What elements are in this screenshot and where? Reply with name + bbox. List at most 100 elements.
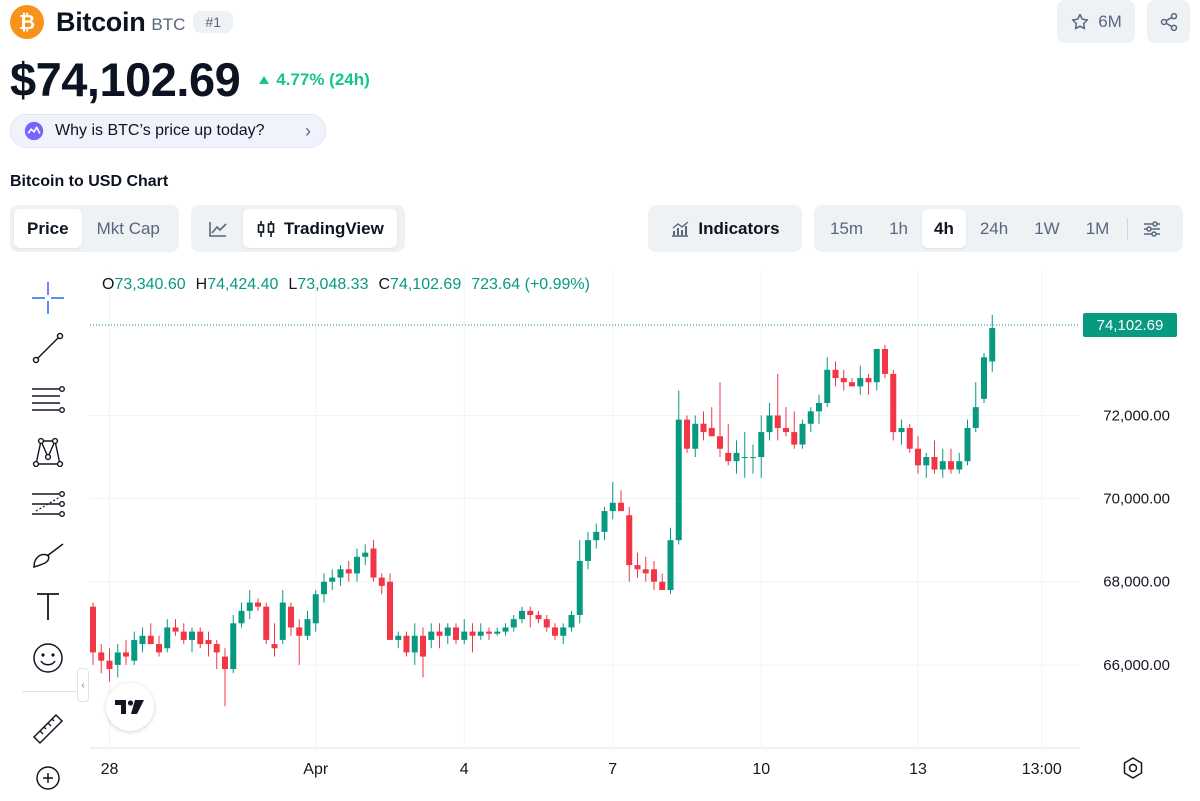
candle-body <box>395 635 402 640</box>
candle <box>288 602 294 636</box>
candle-body <box>131 639 138 661</box>
candle <box>436 623 443 649</box>
candle-body <box>444 627 451 636</box>
candle <box>824 357 831 408</box>
why-price-up-label: Why is BTC’s price up today? <box>55 122 265 139</box>
candle-body <box>972 407 979 428</box>
range-1m[interactable]: 1M <box>1085 218 1110 238</box>
candle-body <box>890 373 897 433</box>
candle <box>189 627 195 653</box>
range-1h[interactable]: 1h <box>889 218 908 238</box>
toolbar-separator <box>22 691 86 692</box>
candle <box>461 619 468 645</box>
candle-body <box>964 427 971 462</box>
candle-body <box>296 627 303 636</box>
chart-settings-button[interactable] <box>1134 220 1170 238</box>
range-1w[interactable]: 1W <box>1034 218 1060 238</box>
candle-body <box>469 631 476 636</box>
price-change: 4.77% (24h) <box>258 70 370 90</box>
watchlist-button[interactable]: 6M <box>1057 0 1135 43</box>
range-24h[interactable]: 24h <box>979 218 1009 238</box>
ohlc-open-label: O <box>102 276 115 293</box>
candle <box>543 614 550 632</box>
candle-body <box>667 540 674 591</box>
range-15m[interactable]: 15m <box>830 218 864 238</box>
brush-tool[interactable] <box>22 536 74 576</box>
candle-body <box>378 577 385 586</box>
crosshair-tool[interactable] <box>22 278 74 318</box>
candle-body <box>659 581 666 591</box>
ruler-tool[interactable] <box>22 708 74 748</box>
zoom-tool[interactable] <box>22 756 74 796</box>
candle-body <box>477 631 484 636</box>
candle <box>915 436 921 474</box>
candle-body <box>700 423 707 433</box>
tradingview-button[interactable]: TradingView <box>243 209 397 248</box>
candle <box>568 610 575 632</box>
candle-body <box>337 569 344 578</box>
candle-body <box>906 427 913 449</box>
candle-body <box>634 565 641 570</box>
candle-body <box>675 419 682 541</box>
pattern-tool[interactable] <box>22 432 74 472</box>
candle-body <box>741 457 748 459</box>
candle <box>164 619 171 653</box>
chart-settings-icon[interactable] <box>1121 756 1145 780</box>
chevron-right-icon: › <box>305 120 311 141</box>
candle-body <box>626 515 633 566</box>
share-button[interactable] <box>1147 0 1190 43</box>
candle <box>750 444 756 474</box>
range-4h[interactable]: 4h <box>922 209 966 248</box>
candle <box>279 590 286 645</box>
why-price-up-button[interactable]: Why is BTC’s price up today? › <box>10 114 326 148</box>
emoji-tool[interactable] <box>22 638 74 678</box>
line-chart-button[interactable] <box>195 209 241 248</box>
crosshair-icon <box>32 282 64 314</box>
candle <box>428 623 435 649</box>
candle <box>222 648 228 707</box>
candle <box>123 639 129 665</box>
candle-body <box>725 452 732 462</box>
svg-text:₿: ₿ <box>19 12 35 33</box>
candle-body <box>865 378 872 383</box>
text-tool[interactable] <box>22 586 74 626</box>
candle-body <box>164 627 171 649</box>
candle <box>255 598 261 611</box>
candle <box>816 394 822 424</box>
indicators-button[interactable]: Indicators <box>648 205 802 252</box>
candle <box>651 560 657 591</box>
candle-body <box>898 427 905 433</box>
tab-price[interactable]: Price <box>14 209 82 248</box>
candle <box>576 540 583 624</box>
tradingview-logo[interactable] <box>106 683 154 731</box>
candle-body <box>981 357 987 399</box>
trend-line-tool[interactable] <box>22 328 74 368</box>
forecast-tool[interactable] <box>22 484 74 524</box>
candle-body <box>362 552 369 557</box>
bitcoin-icon: ₿ <box>10 5 44 39</box>
ohlc-close-label: C <box>378 276 391 293</box>
fib-tool[interactable] <box>22 380 74 420</box>
candle-body <box>494 631 501 634</box>
range-divider <box>1127 217 1129 240</box>
candle-body <box>849 382 855 387</box>
candle-body <box>106 660 113 670</box>
candle-body <box>230 623 237 670</box>
chart-type-toggle: TradingView <box>191 205 405 252</box>
candle <box>873 348 880 391</box>
y-tick-label: 72,000.00 <box>1103 407 1170 424</box>
candle <box>684 415 690 453</box>
candle <box>312 590 319 632</box>
candle <box>238 602 245 628</box>
x-tick-label: 4 <box>460 761 469 778</box>
candle-body <box>873 348 880 383</box>
candle <box>906 423 913 453</box>
ruler-icon <box>32 713 64 745</box>
candle <box>362 544 369 566</box>
candle-body <box>585 540 591 561</box>
candle <box>296 619 303 665</box>
candle <box>948 448 954 474</box>
tab-mkt-cap[interactable]: Mkt Cap <box>96 218 160 238</box>
collapse-toolbar-button[interactable]: ‹ <box>77 668 89 702</box>
